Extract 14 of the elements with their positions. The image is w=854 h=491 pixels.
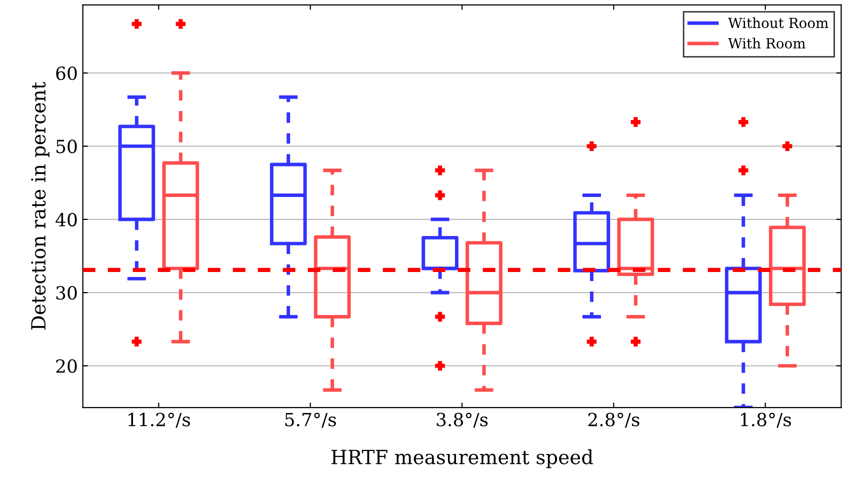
x-tick-label: 3.8°/s	[436, 412, 488, 428]
y-tick-label: 20	[56, 359, 77, 373]
legend-label: Without Room	[728, 17, 828, 28]
y-axis-title: Detection rate in percent	[31, 82, 50, 330]
x-tick-label: 11.2°/s	[128, 412, 190, 428]
x-tick-label: 5.7°/s	[285, 412, 336, 428]
y-tick-label: 50	[56, 140, 77, 154]
y-tick-label: 40	[56, 212, 77, 227]
y-tick-label: 60	[56, 66, 77, 80]
y-tick-label: 30	[56, 286, 77, 300]
x-axis-title: HRTF measurement speed	[332, 449, 593, 468]
x-tick-label: 1.8°/s	[741, 412, 791, 428]
x-tick-label: 2.8°/s	[588, 412, 640, 428]
legend-label: With Room	[728, 38, 806, 49]
